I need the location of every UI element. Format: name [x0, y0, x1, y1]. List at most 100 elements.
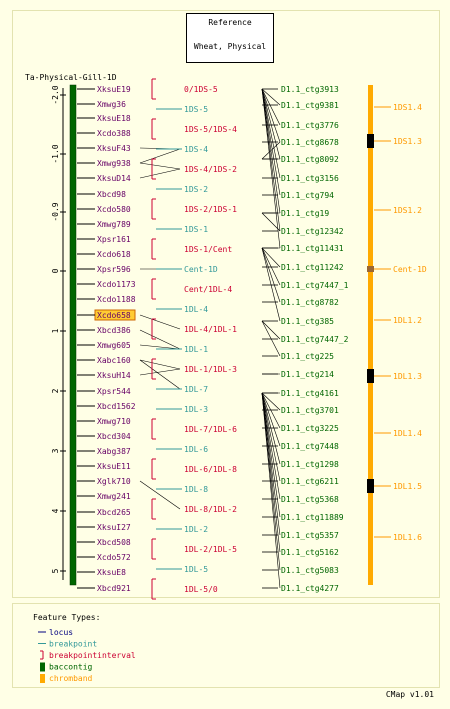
- legend-item-label: locus: [49, 628, 73, 637]
- locus-label: Xbcd98: [97, 190, 126, 199]
- axis-tick-label: 2: [51, 388, 60, 393]
- breakpoint-label: 1DL-5: [184, 565, 208, 574]
- axis-tick-label: 3: [51, 448, 60, 453]
- breakpoint-label: 1DL-2: [184, 525, 208, 534]
- contig-fan: [261, 88, 281, 196]
- interval-label: 1DL-4/1DL-1: [184, 325, 237, 334]
- locus-label: Xmwg789: [97, 220, 131, 229]
- locus-label: Xglk710: [97, 477, 131, 486]
- interval-label: 1DL-7/1DL-6: [184, 425, 237, 434]
- locus-label: Xcdo618: [97, 250, 131, 259]
- contig-label: D1.1_ctg9381: [281, 101, 339, 110]
- contig-label: D1.1_ctg214: [281, 370, 334, 379]
- contig-fan: [261, 88, 281, 160]
- contig-label: D1.1_ctg11242: [281, 263, 344, 272]
- contig-label: D1.1_ctg5162: [281, 548, 339, 557]
- chromband-label: 1DL1.6: [393, 533, 422, 542]
- contig-fan: [261, 392, 281, 447]
- chromband-label: Cent-1D: [393, 265, 427, 274]
- interval-label: 1DL-1/1DL-3: [184, 365, 237, 374]
- reference-box: Reference Wheat, Physical: [186, 13, 274, 63]
- locus-label: XksuD14: [97, 174, 131, 183]
- contig-label: D1.1_ctg3156: [281, 174, 339, 183]
- locus-label: Xmwg605: [97, 341, 131, 350]
- locus-label: Xbcd304: [97, 432, 131, 441]
- locus-label: Xmwg938: [97, 159, 131, 168]
- locus-bin-link: [139, 368, 181, 376]
- legend-item-label: breakpointinterval: [49, 651, 136, 660]
- locus-bin-link: [139, 148, 181, 164]
- axis-tick-label: 0: [51, 268, 60, 273]
- locus-label: Xmwg710: [97, 417, 131, 426]
- locus-bin-link: [139, 162, 181, 170]
- breakpoint-label: 1DL-7: [184, 385, 208, 394]
- breakpoint-label: 1DS-5: [184, 105, 208, 114]
- contig-label: D1.1_ctg5083: [281, 566, 339, 575]
- chromband-label: 1DL1.2: [393, 316, 422, 325]
- locus-label: Xpsr596: [97, 265, 131, 274]
- interval-label: 1DL-5/0: [184, 585, 218, 594]
- contig-label: D1.1_ctg7447_1: [281, 281, 349, 290]
- locus-bin-link: [139, 480, 181, 510]
- chromband-label: 1DS1.3: [393, 137, 422, 146]
- breakpoint-label: 1DL-8: [184, 485, 208, 494]
- contig-label: D1.1_ctg225: [281, 352, 334, 361]
- locus-label: Xbcd921: [97, 584, 131, 593]
- contig-label: D1.1_ctg4161: [281, 389, 339, 398]
- contig-fan: [261, 247, 281, 268]
- axis-tick-label: 5: [51, 568, 60, 573]
- contig-fan: [261, 320, 281, 357]
- legend-swatch-box: [40, 674, 45, 683]
- interval-label: 1DS-1/Cent: [184, 245, 232, 254]
- contig-label: D1.1_ctg8782: [281, 298, 339, 307]
- breakpoint-label: 1DL-6: [184, 445, 208, 454]
- chromband-label: 1DS1.4: [393, 103, 422, 112]
- axis-tick-label: 1: [51, 328, 60, 333]
- locus-label: Xcdo572: [97, 553, 131, 562]
- contig-fan: [261, 88, 281, 214]
- contig-fan: [261, 392, 281, 429]
- locus-label: Xcdo388: [97, 129, 131, 138]
- chromband-marker: [367, 479, 374, 493]
- contig-fan: [261, 141, 281, 160]
- contig-label: D1.1_ctg1298: [281, 460, 339, 469]
- legend-swatch-box: [40, 662, 45, 672]
- axis-tick-label: 4: [51, 508, 60, 513]
- contig-fan: [261, 392, 281, 482]
- contig-label: D1.1_ctg6211: [281, 477, 339, 486]
- locus-label: Xcdo1173: [97, 280, 136, 289]
- contig-label: D1.1_ctg11431: [281, 244, 344, 253]
- contig-label: D1.1_ctg8092: [281, 155, 339, 164]
- contig-fan: [261, 88, 281, 249]
- locus-label: Xcdo658: [97, 311, 131, 320]
- contig-label: D1.1_ctg3776: [281, 121, 339, 130]
- breakpoint-label: 1DL-3: [184, 405, 208, 414]
- interval-label: 0/1DS-5: [184, 85, 218, 94]
- locus-label: Xbcd1562: [97, 402, 136, 411]
- axis-tick-label: -1.0: [51, 144, 60, 163]
- interval-label: 1DL-2/1DL-5: [184, 545, 237, 554]
- legend-panel: [12, 603, 440, 688]
- locus-label: Xbcd508: [97, 538, 131, 547]
- contig-label: D1.1_ctg7448: [281, 442, 339, 451]
- contig-fan: [261, 392, 281, 518]
- contig-fan: [261, 88, 281, 232]
- legend-title: Feature Types:: [33, 613, 100, 622]
- interval-label: 1DS-2/1DS-1: [184, 205, 237, 214]
- contig-label: D1.1_ctg794: [281, 191, 334, 200]
- contig-label: D1.1_ctg3913: [281, 85, 339, 94]
- contig-label: D1.1_ctg8678: [281, 138, 339, 147]
- interval-label: 1DL-6/1DL-8: [184, 465, 237, 474]
- contig-fan: [261, 392, 281, 411]
- contig-fan: [261, 247, 281, 322]
- contig-fan: [261, 392, 281, 553]
- breakpoint-label: 1DS-2: [184, 185, 208, 194]
- locus-label: Xmwg36: [97, 100, 126, 109]
- contig-label: D1.1_ctg19: [281, 209, 329, 218]
- contig-label: D1.1_ctg7447_2: [281, 335, 349, 344]
- locus-label: XksuH14: [97, 371, 131, 380]
- contig-fan: [261, 392, 281, 500]
- chromband-bar: [368, 85, 373, 585]
- locus-label: XksuE8: [97, 568, 126, 577]
